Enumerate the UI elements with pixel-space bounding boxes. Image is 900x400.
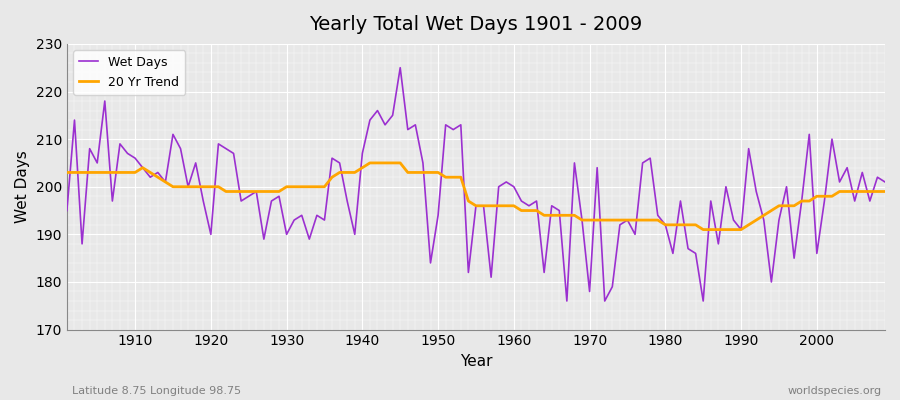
20 Yr Trend	[289, 184, 300, 189]
Text: Latitude 8.75 Longitude 98.75: Latitude 8.75 Longitude 98.75	[72, 386, 241, 396]
20 Yr Trend	[122, 170, 133, 175]
Wet Days	[122, 151, 133, 156]
X-axis label: Year: Year	[460, 354, 492, 369]
Line: Wet Days: Wet Days	[67, 68, 885, 301]
20 Yr Trend	[516, 208, 526, 213]
Wet Days	[61, 208, 72, 213]
20 Yr Trend	[334, 170, 345, 175]
Line: 20 Yr Trend: 20 Yr Trend	[67, 163, 885, 230]
Title: Yearly Total Wet Days 1901 - 2009: Yearly Total Wet Days 1901 - 2009	[310, 15, 643, 34]
Wet Days	[334, 160, 345, 165]
20 Yr Trend	[607, 218, 617, 222]
Legend: Wet Days, 20 Yr Trend: Wet Days, 20 Yr Trend	[73, 50, 185, 95]
Wet Days	[508, 184, 519, 189]
Wet Days	[615, 222, 626, 227]
Wet Days	[289, 218, 300, 222]
Text: worldspecies.org: worldspecies.org	[788, 386, 882, 396]
Wet Days	[395, 65, 406, 70]
Y-axis label: Wet Days: Wet Days	[15, 150, 30, 223]
20 Yr Trend	[61, 170, 72, 175]
20 Yr Trend	[508, 203, 519, 208]
20 Yr Trend	[698, 227, 708, 232]
Wet Days	[562, 299, 572, 304]
Wet Days	[879, 180, 890, 184]
20 Yr Trend	[879, 189, 890, 194]
20 Yr Trend	[364, 160, 375, 165]
Wet Days	[516, 199, 526, 204]
